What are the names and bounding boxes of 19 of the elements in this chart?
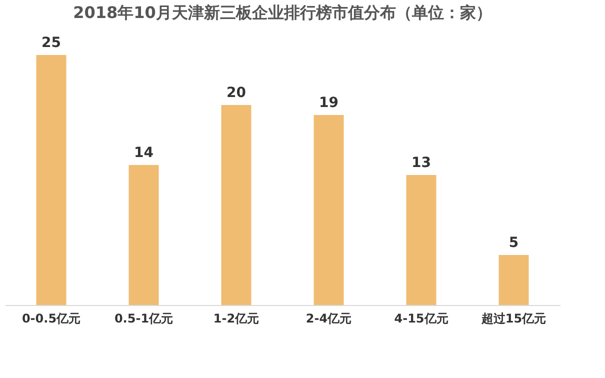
bar bbox=[498, 255, 529, 305]
x-tick-label: 4-15亿元 bbox=[394, 312, 448, 326]
x-tick-label: 1-2亿元 bbox=[213, 312, 260, 326]
bar bbox=[221, 105, 252, 305]
bar bbox=[406, 175, 436, 305]
x-tick-label: 2-4亿元 bbox=[306, 312, 352, 326]
bar bbox=[36, 55, 66, 305]
data-label: 13 bbox=[412, 155, 431, 171]
data-label: 20 bbox=[226, 85, 246, 101]
data-label: 14 bbox=[134, 145, 154, 161]
bar bbox=[128, 165, 159, 305]
data-label: 25 bbox=[42, 35, 61, 51]
x-tick-label: 0-0.5亿元 bbox=[22, 312, 81, 326]
x-tick-label: 超过15亿元 bbox=[480, 312, 546, 326]
x-tick-label: 0.5-1亿元 bbox=[114, 312, 174, 326]
chart-title: 2018年10月天津新三板企业排行榜市值分布（单位：家） bbox=[73, 3, 492, 22]
bar bbox=[314, 115, 344, 305]
data-label: 5 bbox=[508, 235, 519, 251]
data-label: 19 bbox=[319, 95, 338, 111]
